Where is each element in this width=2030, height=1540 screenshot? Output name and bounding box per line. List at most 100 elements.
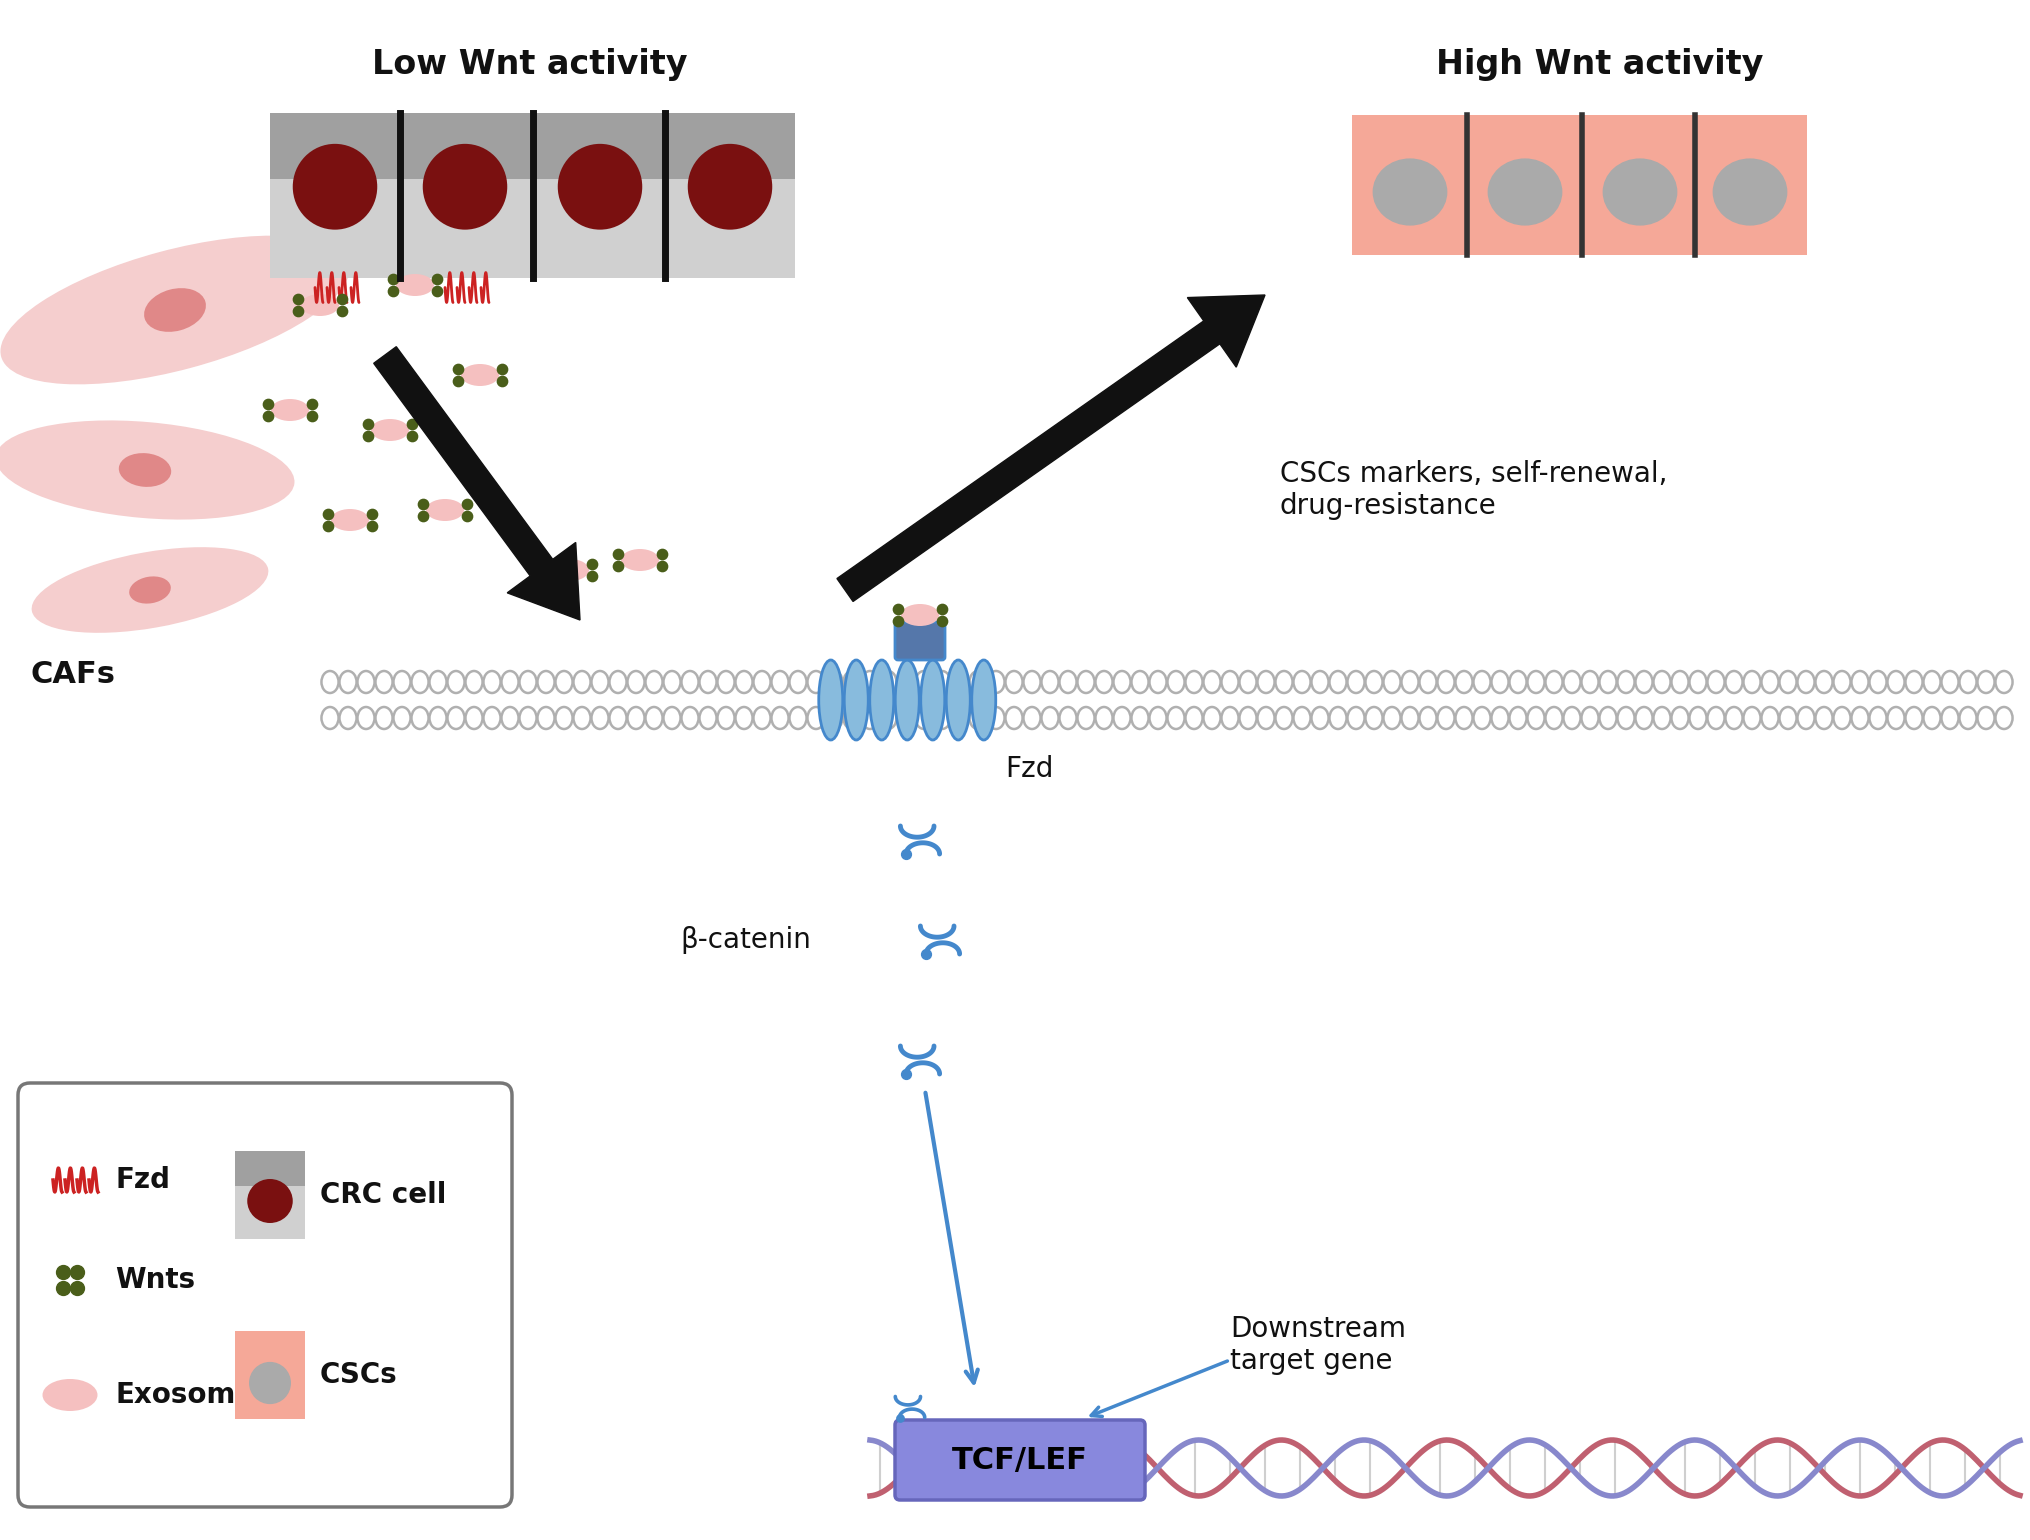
- Point: [443, 368, 475, 393]
- Point: [601, 554, 633, 579]
- FancyArrow shape: [374, 346, 581, 621]
- Ellipse shape: [818, 661, 842, 741]
- Ellipse shape: [1372, 159, 1447, 225]
- Ellipse shape: [621, 548, 658, 571]
- Point: [909, 941, 942, 966]
- Ellipse shape: [248, 1180, 292, 1223]
- Ellipse shape: [331, 510, 369, 531]
- Point: [532, 551, 564, 576]
- Ellipse shape: [422, 143, 508, 229]
- Point: [532, 564, 564, 588]
- Ellipse shape: [970, 661, 995, 741]
- Text: Exosome: Exosome: [116, 1381, 254, 1409]
- Ellipse shape: [895, 661, 920, 741]
- Ellipse shape: [550, 559, 589, 581]
- Point: [282, 299, 315, 323]
- Text: TCF/LEF: TCF/LEF: [952, 1446, 1088, 1474]
- Ellipse shape: [688, 143, 771, 229]
- Ellipse shape: [1602, 159, 1677, 225]
- Ellipse shape: [118, 453, 171, 487]
- Ellipse shape: [43, 1378, 97, 1411]
- FancyBboxPatch shape: [1691, 116, 1807, 256]
- Point: [325, 286, 357, 311]
- Point: [311, 514, 343, 539]
- FancyBboxPatch shape: [235, 1186, 304, 1240]
- FancyBboxPatch shape: [400, 179, 530, 277]
- FancyBboxPatch shape: [534, 179, 664, 277]
- Text: CAFs: CAFs: [30, 661, 116, 688]
- Point: [47, 1260, 79, 1284]
- Text: CSCs: CSCs: [321, 1361, 398, 1389]
- Point: [355, 514, 388, 539]
- Ellipse shape: [901, 604, 938, 625]
- Point: [574, 551, 607, 576]
- Point: [252, 403, 284, 428]
- Ellipse shape: [292, 143, 378, 229]
- FancyBboxPatch shape: [270, 112, 400, 179]
- Point: [406, 504, 438, 528]
- FancyBboxPatch shape: [270, 112, 794, 277]
- FancyBboxPatch shape: [534, 112, 664, 179]
- FancyBboxPatch shape: [664, 112, 794, 179]
- Ellipse shape: [920, 661, 944, 741]
- Point: [282, 286, 315, 311]
- Point: [443, 357, 475, 382]
- Point: [396, 411, 428, 436]
- FancyBboxPatch shape: [1581, 116, 1697, 256]
- Ellipse shape: [250, 1361, 290, 1404]
- Point: [311, 502, 343, 527]
- Point: [61, 1260, 93, 1284]
- Ellipse shape: [270, 399, 309, 420]
- Text: Downstream
target gene: Downstream target gene: [1230, 1315, 1405, 1375]
- FancyBboxPatch shape: [270, 179, 400, 277]
- Ellipse shape: [130, 576, 171, 604]
- Point: [351, 411, 384, 436]
- FancyBboxPatch shape: [18, 1083, 512, 1508]
- Point: [485, 357, 518, 382]
- Text: Fzd: Fzd: [1005, 755, 1054, 782]
- Text: Low Wnt activity: Low Wnt activity: [371, 48, 688, 82]
- Ellipse shape: [869, 661, 893, 741]
- FancyBboxPatch shape: [1468, 116, 1581, 256]
- Text: High Wnt activity: High Wnt activity: [1435, 48, 1762, 82]
- Ellipse shape: [0, 236, 349, 385]
- Point: [355, 502, 388, 527]
- Ellipse shape: [0, 420, 294, 519]
- Point: [420, 266, 453, 291]
- FancyArrow shape: [836, 296, 1265, 602]
- Point: [889, 842, 922, 867]
- Point: [881, 596, 914, 621]
- Point: [396, 424, 428, 448]
- Ellipse shape: [1711, 159, 1786, 225]
- Ellipse shape: [144, 288, 205, 331]
- Ellipse shape: [371, 419, 408, 440]
- Text: Wnts: Wnts: [116, 1266, 195, 1294]
- Point: [406, 491, 438, 516]
- FancyBboxPatch shape: [895, 1420, 1145, 1500]
- Ellipse shape: [1486, 159, 1561, 225]
- Point: [889, 1061, 922, 1086]
- Point: [420, 279, 453, 303]
- Text: CSCs markers, self-renewal,
drug-resistance: CSCs markers, self-renewal, drug-resista…: [1279, 460, 1667, 521]
- Point: [883, 1404, 916, 1429]
- Text: β-catenin: β-catenin: [680, 926, 810, 953]
- Ellipse shape: [426, 499, 463, 521]
- Point: [451, 491, 483, 516]
- Ellipse shape: [32, 547, 268, 633]
- Point: [926, 596, 958, 621]
- FancyBboxPatch shape: [664, 179, 794, 277]
- Point: [296, 403, 329, 428]
- FancyBboxPatch shape: [235, 1331, 304, 1418]
- Ellipse shape: [844, 661, 867, 741]
- Point: [646, 542, 678, 567]
- FancyBboxPatch shape: [1352, 116, 1468, 256]
- Point: [574, 564, 607, 588]
- Point: [47, 1275, 79, 1300]
- Text: Fzd: Fzd: [116, 1166, 171, 1194]
- Point: [378, 279, 410, 303]
- Point: [881, 608, 914, 633]
- Point: [485, 368, 518, 393]
- Text: CRC cell: CRC cell: [321, 1181, 447, 1209]
- Point: [601, 542, 633, 567]
- Point: [646, 554, 678, 579]
